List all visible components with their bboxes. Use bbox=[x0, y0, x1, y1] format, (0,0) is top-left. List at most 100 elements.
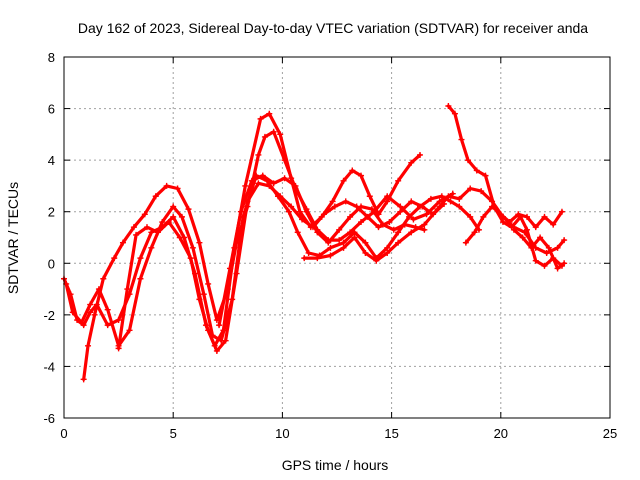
data-point bbox=[205, 280, 212, 287]
data-point bbox=[100, 275, 107, 282]
data-point bbox=[351, 234, 358, 241]
data-point bbox=[296, 208, 303, 215]
data-point bbox=[288, 203, 295, 210]
data-point bbox=[130, 224, 137, 231]
data-point bbox=[397, 203, 404, 210]
data-point bbox=[545, 244, 552, 251]
data-point bbox=[543, 249, 550, 256]
data-point bbox=[401, 221, 408, 228]
series-prn-c bbox=[80, 128, 456, 383]
data-point bbox=[281, 175, 288, 182]
y-tick-label: -2 bbox=[43, 308, 55, 323]
data-point bbox=[467, 185, 474, 192]
data-point bbox=[373, 257, 380, 264]
data-point bbox=[242, 182, 249, 189]
data-point bbox=[358, 172, 365, 179]
data-point bbox=[541, 213, 548, 220]
data-point bbox=[314, 229, 321, 236]
data-point bbox=[187, 255, 194, 262]
data-point bbox=[506, 219, 513, 226]
data-point bbox=[362, 239, 369, 246]
grid bbox=[64, 57, 610, 418]
data-point bbox=[248, 177, 255, 184]
data-point bbox=[347, 229, 354, 236]
data-point bbox=[329, 198, 336, 205]
data-point bbox=[447, 198, 454, 205]
data-point bbox=[473, 167, 480, 174]
data-point bbox=[270, 128, 277, 135]
data-point bbox=[277, 131, 284, 138]
data-point bbox=[384, 244, 391, 251]
y-axis-ticks: -6 -4 -2 0 2 4 6 8 bbox=[43, 50, 610, 426]
y-tick-label: -4 bbox=[43, 359, 55, 374]
data-point bbox=[78, 319, 85, 326]
data-point bbox=[148, 244, 155, 251]
data-point bbox=[91, 311, 98, 318]
data-point bbox=[305, 249, 312, 256]
data-point bbox=[336, 226, 343, 233]
data-point bbox=[451, 110, 458, 117]
data-point bbox=[266, 110, 273, 117]
x-tick-label: 15 bbox=[384, 426, 398, 441]
data-point bbox=[342, 198, 349, 205]
data-point bbox=[419, 203, 426, 210]
data-point bbox=[303, 208, 310, 215]
data-point bbox=[499, 219, 506, 226]
data-point bbox=[285, 208, 292, 215]
data-point bbox=[384, 193, 391, 200]
data-point bbox=[515, 211, 522, 218]
y-axis-label: SDTVAR / TECUs bbox=[5, 182, 21, 294]
data-point bbox=[423, 211, 430, 218]
data-point bbox=[133, 231, 140, 238]
data-point bbox=[266, 182, 273, 189]
series-prn-e bbox=[216, 172, 428, 329]
series-line bbox=[64, 174, 481, 348]
data-point bbox=[427, 195, 434, 202]
data-point bbox=[554, 244, 561, 251]
data-point bbox=[408, 198, 415, 205]
data-point bbox=[340, 177, 347, 184]
data-point bbox=[255, 151, 262, 158]
y-tick-label: -6 bbox=[43, 411, 55, 426]
data-point bbox=[325, 239, 332, 246]
data-point bbox=[331, 203, 338, 210]
data-point bbox=[541, 262, 548, 269]
data-point bbox=[537, 234, 544, 241]
data-point bbox=[421, 221, 428, 228]
data-point bbox=[395, 239, 402, 246]
series-line bbox=[82, 130, 455, 381]
data-point bbox=[137, 275, 144, 282]
x-tick-label: 10 bbox=[275, 426, 289, 441]
data-point bbox=[80, 376, 87, 383]
data-point bbox=[550, 221, 557, 228]
data-point bbox=[408, 229, 415, 236]
data-point bbox=[270, 180, 277, 187]
data-point bbox=[85, 342, 92, 349]
data-point bbox=[111, 255, 118, 262]
data-point bbox=[170, 213, 177, 220]
data-point bbox=[170, 203, 177, 210]
data-point bbox=[196, 239, 203, 246]
data-point bbox=[143, 224, 150, 231]
data-point bbox=[438, 193, 445, 200]
data-point bbox=[277, 193, 284, 200]
data-point bbox=[489, 203, 496, 210]
data-point bbox=[178, 213, 185, 220]
series-line bbox=[302, 186, 566, 263]
data-point bbox=[255, 180, 262, 187]
data-point bbox=[524, 213, 531, 220]
data-point bbox=[119, 239, 126, 246]
data-point bbox=[397, 208, 404, 215]
data-point bbox=[510, 226, 517, 233]
x-axis-ticks: 0 5 10 15 20 25 bbox=[60, 57, 617, 441]
data-point bbox=[115, 317, 122, 324]
data-point bbox=[482, 172, 489, 179]
x-tick-label: 5 bbox=[170, 426, 177, 441]
data-point bbox=[364, 213, 371, 220]
data-point bbox=[421, 226, 428, 233]
data-point bbox=[416, 151, 423, 158]
data-point bbox=[69, 309, 76, 316]
series-prn-i bbox=[510, 226, 568, 272]
data-point bbox=[104, 306, 111, 313]
